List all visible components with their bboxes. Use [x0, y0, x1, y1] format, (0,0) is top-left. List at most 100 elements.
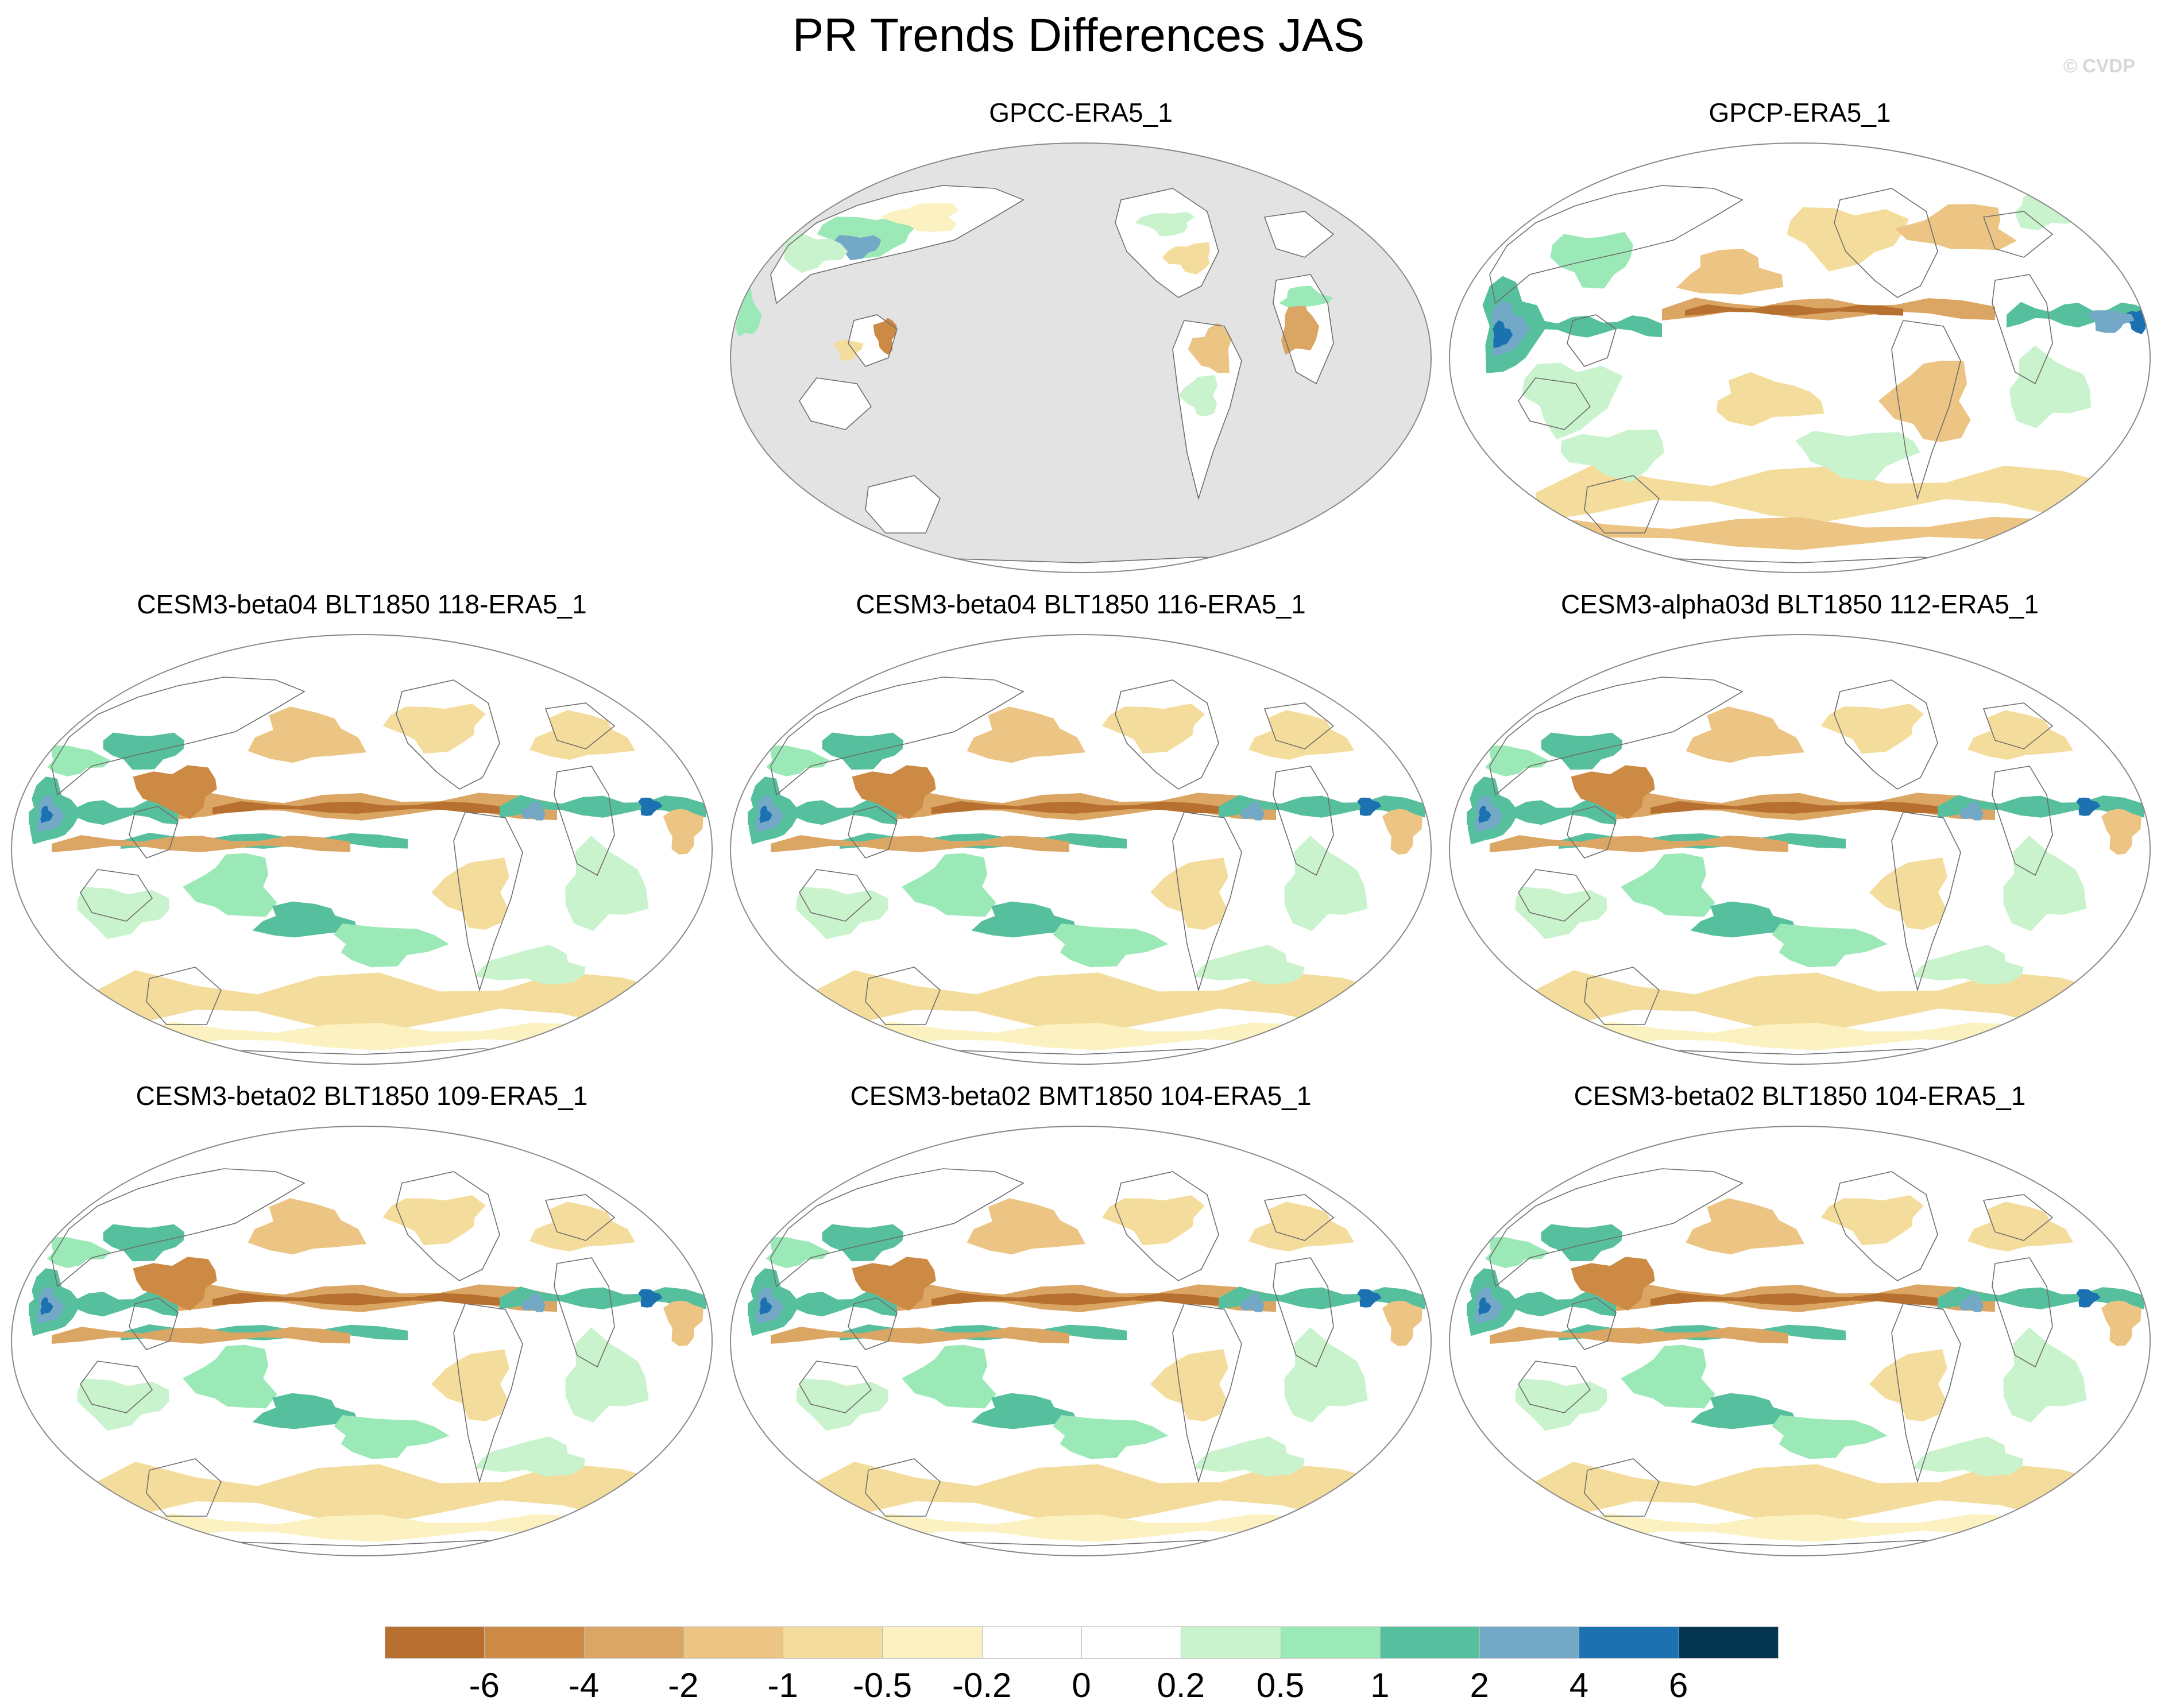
coastline	[1891, 320, 1961, 500]
precip-anomaly-band	[931, 1293, 1219, 1305]
coastline	[1489, 1168, 1744, 1288]
precip-anomaly-patch	[1162, 242, 1210, 275]
precip-anomaly-band	[500, 1286, 706, 1309]
panel-title: GPCP-ERA5_1	[1708, 98, 1891, 127]
colorbar	[385, 1626, 1779, 1659]
precip-anomaly-band	[840, 1513, 1356, 1542]
precip-anomaly-patch	[902, 1344, 996, 1409]
precip-anomaly-patch	[2076, 797, 2101, 816]
precip-anomaly-patch	[1284, 836, 1368, 932]
precip-anomaly-patch	[1690, 1393, 1797, 1429]
precip-anomaly-patch	[1248, 1201, 1355, 1251]
precip-anomaly-patch	[133, 1257, 217, 1311]
coastline	[51, 1168, 306, 1288]
world-map	[11, 634, 713, 1065]
coastline	[1172, 1303, 1242, 1483]
precip-anomaly-band	[52, 1327, 350, 1344]
world-map	[1449, 1126, 2151, 1556]
precip-anomaly-patch	[766, 745, 830, 776]
precip-anomaly-band	[1219, 1286, 1425, 1309]
coastline	[1567, 314, 1617, 367]
cvdp-watermark: © CVDP	[2063, 55, 2135, 76]
coastline	[396, 1171, 500, 1281]
coastline	[80, 869, 153, 922]
world-map	[730, 1126, 1432, 1556]
colorbar-tick-label: -2	[668, 1666, 699, 1705]
precip-anomaly-patch	[1621, 1344, 1715, 1409]
colorbar-box	[1181, 1626, 1281, 1659]
precip-anomaly-patch	[1820, 1195, 1924, 1246]
precip-anomaly-patch	[967, 706, 1085, 763]
coastline	[1567, 1297, 1617, 1350]
precip-anomaly-patch	[1686, 706, 1804, 763]
precip-anomaly-patch	[1193, 1436, 1305, 1477]
precip-anomaly-patch	[248, 1198, 366, 1255]
coastline	[1992, 766, 2053, 876]
precip-anomaly-patch	[1382, 809, 1422, 855]
map-border	[1449, 634, 2151, 1065]
precip-anomaly-patch	[77, 887, 169, 940]
precip-anomaly-patch	[2101, 1300, 2141, 1346]
coastline	[1263, 1194, 1335, 1241]
coastline	[453, 812, 523, 992]
precip-anomaly-patch	[1686, 1198, 1804, 1255]
precip-anomaly-patch	[1967, 1201, 2074, 1251]
precip-anomaly-patch	[1515, 887, 1607, 940]
coastline	[1115, 679, 1219, 790]
coastline	[1891, 1303, 1961, 1483]
coastline	[770, 677, 1025, 796]
colorbar-box	[783, 1626, 883, 1659]
precip-anomaly-patch	[521, 801, 546, 821]
map-border	[1449, 1126, 2151, 1556]
colorbar-tick-label: -6	[469, 1666, 500, 1705]
precip-anomaly-patch	[1560, 430, 1664, 482]
precip-anomaly-patch	[796, 887, 888, 940]
coastline	[1982, 211, 2054, 258]
precip-anomaly-patch	[766, 1237, 830, 1268]
precip-anomaly-band	[1650, 801, 1938, 814]
figure-title: PR Trends Differences JAS	[792, 9, 1365, 61]
precip-anomaly-band	[29, 1290, 178, 1317]
precip-anomaly-patch	[1248, 710, 1355, 760]
precip-anomaly-band	[1536, 464, 2121, 521]
precip-anomaly-band	[840, 1022, 1356, 1050]
colorbar-box	[1379, 1626, 1480, 1659]
precip-anomaly-patch	[103, 732, 185, 770]
world-map	[1449, 634, 2151, 1065]
precip-anomaly-patch	[2003, 1327, 2087, 1423]
precip-anomaly-patch	[759, 1297, 772, 1315]
precip-anomaly-band	[1650, 1293, 1938, 1305]
coastline	[799, 377, 872, 430]
precip-anomaly-patch	[1382, 1300, 1422, 1346]
map-border	[730, 142, 1432, 573]
precip-anomaly-band	[1559, 1513, 2075, 1542]
coastline	[554, 766, 615, 876]
precip-anomaly-patch	[1240, 1292, 1265, 1312]
coastline	[1273, 1257, 1334, 1368]
precip-anomaly-patch	[1787, 207, 1909, 272]
precip-anomaly-patch	[1284, 1327, 1368, 1423]
precip-anomaly-band	[2007, 302, 2150, 328]
precip-anomaly-band	[1685, 304, 1903, 316]
precip-anomaly-patch	[334, 1415, 450, 1459]
precip-anomaly-patch	[1869, 857, 1947, 930]
precip-anomaly-patch	[77, 1378, 169, 1431]
panel-title: CESM3-beta02 BLT1850 104-ERA5_1	[1574, 1081, 2026, 1111]
coastline	[848, 1297, 898, 1350]
precip-anomaly-patch	[183, 853, 277, 917]
colorbar-box	[1579, 1626, 1679, 1659]
colorbar-tick-label: 1	[1370, 1666, 1390, 1705]
coastline	[865, 1458, 941, 1517]
precip-anomaly-patch	[431, 1349, 509, 1421]
precip-anomaly-band	[1513, 970, 2121, 1033]
coastline	[1584, 967, 1660, 1025]
precip-anomaly-patch	[1485, 745, 1549, 776]
coastline	[1567, 806, 1617, 859]
precip-anomaly-patch	[382, 1195, 486, 1246]
precip-anomaly-band	[748, 799, 897, 825]
map-panel-beta04-116: CESM3-beta04 BLT1850 116-ERA5_1	[725, 587, 1437, 1092]
coastline	[1584, 1458, 1660, 1517]
precip-anomaly-patch	[1878, 361, 1971, 442]
precip-anomaly-patch	[1895, 204, 2017, 250]
precip-anomaly-patch	[1772, 1415, 1888, 1459]
